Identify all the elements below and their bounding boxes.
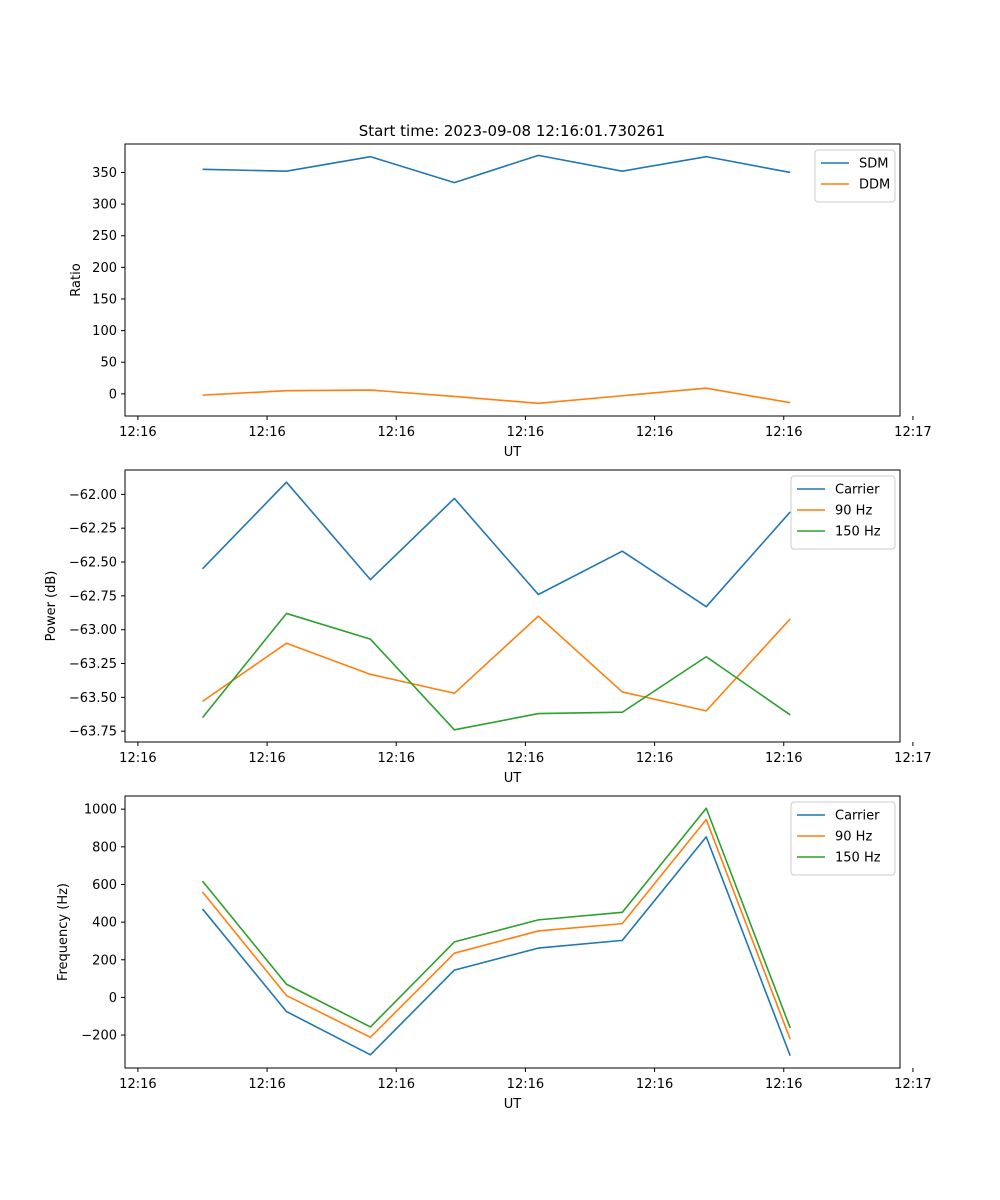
plots-container: 12:16 12:16 12:16 12:16 12:16 12:16 12:17 0 50 10… [44, 143, 932, 1112]
x-tick-label: 12:16 [119, 425, 156, 440]
x-tick-label: 12:16 [636, 751, 673, 766]
y-tick-label: 800 [92, 840, 117, 855]
x-axis-label: UT [504, 1097, 522, 1112]
y-tick-label: 300 [92, 198, 117, 213]
series-line-150-hz [201, 612, 791, 731]
series-line-150-hz [201, 807, 791, 1029]
x-tick-label: 12:16 [507, 1077, 544, 1092]
y-tick-label: 350 [92, 166, 117, 181]
y-tick-label: 100 [92, 324, 117, 339]
y-tick-label: 250 [92, 229, 117, 244]
x-tick-label: 12:16 [378, 425, 415, 440]
legend-label: 150 Hz [835, 851, 881, 866]
legend: SDM DDM [814, 149, 896, 203]
y-tick-label: −62.50 [69, 556, 117, 571]
y-axis-label: Frequency (Hz) [56, 883, 71, 981]
plot-2: 12:16 12:16 12:16 12:16 12:16 12:16 12:17 −63.7… [44, 469, 932, 786]
x-tick-label: 12:17 [894, 751, 931, 766]
figure-title: Start time: 2023-09-08 12:16:01.730261 [359, 122, 665, 140]
legend: Carrier 90 Hz 150 Hz [790, 475, 896, 550]
y-tick-label: 0 [109, 991, 117, 1006]
legend-label: 150 Hz [835, 525, 881, 540]
x-tick-label: 12:16 [248, 425, 285, 440]
y-axis-label: Power (dB) [44, 571, 59, 642]
plot-1: 12:16 12:16 12:16 12:16 12:16 12:16 12:17 0 50 10… [69, 143, 932, 460]
x-tick-label: 12:16 [636, 1077, 673, 1092]
x-tick-label: 12:16 [765, 425, 802, 440]
x-tick-label: 12:16 [765, 751, 802, 766]
y-tick-label: −63.50 [69, 691, 117, 706]
y-tick-label: −63.25 [69, 657, 117, 672]
series-line-carrier [201, 481, 791, 608]
x-tick-label: 12:16 [378, 1077, 415, 1092]
legend-label: Carrier [835, 483, 880, 498]
x-tick-label: 12:16 [248, 1077, 285, 1092]
x-tick-label: 12:16 [636, 425, 673, 440]
x-tick-label: 12:16 [119, 751, 156, 766]
series-line-90-hz [202, 615, 791, 712]
x-tick-label: 12:16 [507, 751, 544, 766]
series-line-sdm [202, 154, 791, 184]
x-tick-label: 12:17 [894, 425, 931, 440]
x-tick-label: 12:16 [248, 751, 285, 766]
legend-label: 90 Hz [835, 504, 872, 519]
x-tick-label: 12:17 [894, 1077, 931, 1092]
axes-frame [124, 143, 901, 417]
series-line-90-hz [201, 818, 791, 1040]
y-tick-label: 600 [92, 878, 117, 893]
y-tick-label: 200 [92, 953, 117, 968]
x-tick-label: 12:16 [119, 1077, 156, 1092]
y-tick-label: 150 [92, 292, 117, 307]
series-line-carrier [201, 836, 791, 1057]
y-tick-label: 200 [92, 261, 117, 276]
series-line-ddm [202, 387, 791, 405]
plot-3: 12:16 12:16 12:16 12:16 12:16 12:16 12:17 −200 0… [56, 795, 932, 1112]
x-tick-label: 12:16 [378, 751, 415, 766]
axes-frame [124, 795, 901, 1069]
y-tick-label: 400 [92, 916, 117, 931]
y-tick-label: −63.00 [69, 623, 117, 638]
x-axis-label: UT [504, 771, 522, 786]
x-tick-label: 12:16 [507, 425, 544, 440]
y-tick-label: −62.25 [69, 522, 117, 537]
legend-label: SDM [859, 157, 888, 172]
y-tick-label: 1000 [84, 803, 117, 818]
y-axis-label: Ratio [69, 263, 84, 296]
y-tick-label: −63.75 [69, 725, 117, 740]
legend-label: 90 Hz [835, 830, 872, 845]
y-tick-label: 0 [109, 387, 117, 402]
legend-label: DDM [859, 178, 890, 193]
y-tick-label: −62.75 [69, 589, 117, 604]
legend: Carrier 90 Hz 150 Hz [790, 801, 896, 876]
axes-frame [124, 469, 901, 743]
y-tick-label: −62.00 [69, 488, 117, 503]
legend-label: Carrier [835, 809, 880, 824]
y-tick-label: −200 [81, 1029, 117, 1044]
x-tick-label: 12:16 [765, 1077, 802, 1092]
y-tick-label: 50 [100, 356, 117, 371]
x-axis-label: UT [504, 445, 522, 460]
